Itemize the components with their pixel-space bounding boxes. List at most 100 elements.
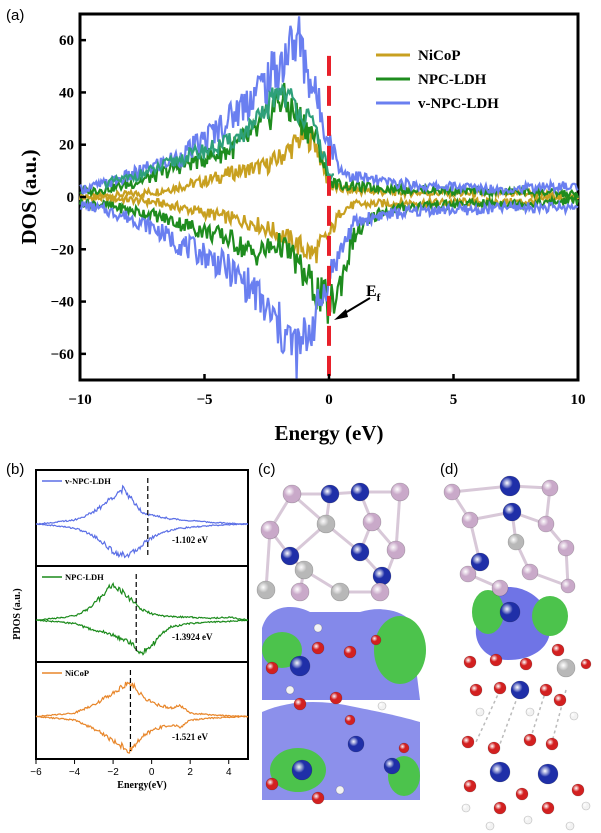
atom-red-d [469,683,483,697]
atom-blue-c [350,482,370,502]
atom-blue-c-low [291,759,313,781]
atom-red-c-low [293,697,307,711]
fermi-label: Ef [366,283,381,304]
atom-blue-d [499,601,521,623]
atom-white-d [461,803,471,813]
atom-red-d [463,655,477,669]
pdos-legend-label: NiCoP [65,668,89,678]
atom-blue-c-low [383,757,401,775]
fermi-arrow-head [334,309,348,320]
atom-blue-d [510,680,530,700]
atom-red-d [519,657,533,671]
fermi-annotation: Ef [334,283,381,320]
atom-pink-d [461,511,479,529]
pdos-x-tick-label: 4 [226,767,232,778]
dos-legend: NiCoP NPC-LDH v-NPC-LDH [376,48,499,112]
pdos-series-v-npc-ldh-down [36,522,249,559]
atom-red-d [493,681,507,695]
isosurface-green-2 [262,632,302,668]
atom-pink-c [290,582,310,602]
atom-red-d [541,801,555,815]
atom-blue-c [280,546,300,566]
atom-gray-d [556,658,576,678]
isosurface-green-d-2 [532,596,568,636]
atom-red-c-low [343,645,357,659]
atom-red-c-low [398,742,410,754]
atom-red-c-low [265,661,279,675]
atom-gray-c [330,582,350,602]
pdos-d-band-center-value: -1.102 eV [172,535,208,545]
legend-label-npc-ldh: NPC-LDH [418,72,487,88]
pdos-legend-label: v-NPC-LDH [65,476,111,486]
atom-red-d [461,735,475,749]
dos-y-tick-label: −40 [50,295,74,311]
pdos-legend-label: NPC-LDH [65,572,104,582]
atom-red-c-low [344,714,356,726]
atom-pink-d [541,479,559,497]
dos-y-tick-label: 60 [59,33,74,49]
pdos-plot-frame [35,469,249,760]
atom-white-d [485,821,495,831]
atom-blue-d [470,552,490,572]
atom-white-d [569,711,579,721]
atom-white-d [523,815,533,825]
dos-x-tick-label: 0 [325,392,333,408]
panel-label-c: (c) [258,461,276,478]
atom-pink-d [557,539,575,557]
atom-pink-d [521,563,539,581]
crystal-structure-c [256,482,410,602]
dos-series-npc-ldh-overlay [103,83,334,190]
pdos-d-band-center-value: -1.521 eV [172,732,208,742]
isosurface-c [262,606,426,805]
atom-red-d [489,653,503,667]
dos-x-tick-label: 5 [450,392,458,408]
atom-white-d [565,821,575,831]
atom-gray-d [507,533,525,551]
atom-red-d [515,787,529,801]
dos-y-tick-label: −20 [50,242,74,258]
pdos-series-npc-ldh-down [35,619,248,656]
pdos-series-nicop-down [35,715,249,754]
pdos-x-axis-title: Energy(eV) [117,780,166,791]
charge-density-structure-c [256,482,426,805]
pdos-series-nicop-up [35,681,248,718]
dos-y-tick-label: 0 [67,190,75,206]
atom-red-c-low [370,634,382,646]
legend-label-v-npc-ldh: v-NPC-LDH [418,96,499,112]
pdos-x-tick-label: −2 [107,767,119,778]
atom-white-d [475,707,485,717]
atom-red-d [571,783,585,797]
atom-red-d [539,683,553,697]
atom-red-c-low [329,691,343,705]
atom-blue-d [499,475,521,497]
pdos-x-tick-label: −6 [30,767,42,778]
pdos-x-tick-label: 2 [187,767,193,778]
panel-label-d: (d) [440,461,458,478]
charge-density-structure-d [443,475,592,831]
dos-y-axis-title: DOS (a.u.) [17,149,41,244]
atom-white-c-low [377,701,387,711]
pdos-x-tick-label: −4 [69,767,81,778]
atom-red-c-low [311,791,325,805]
atom-red-d [551,643,565,657]
atom-pink-c [260,520,280,540]
atom-pink-c [390,482,410,502]
atom-pink-c [362,512,382,532]
dos-chart: −10 −5 0 5 10 −60 −40 −20 0 20 40 60 Energy (eV) DO… [17,12,586,445]
atom-red-c-low [265,777,279,791]
dos-x-tick-label: −10 [68,392,92,408]
atom-white-c-low [285,685,295,695]
atom-blue-c [350,542,370,562]
dos-x-axis-title: Energy (eV) [274,421,383,445]
atom-gray-c [316,514,336,534]
panel-label-a: (a) [6,7,24,24]
atom-white-d [581,801,591,811]
atom-blue-d [537,763,559,785]
pdos-chart: v-NPC-LDH -1.102 eV NPC-LDH -1.3924 eV NiCoP… [12,469,249,791]
atom-pink-d [560,578,576,594]
atom-red-d [463,779,477,793]
panel-label-b: (b) [6,461,24,478]
atom-white-c-low [335,785,345,795]
atom-white-d [525,707,535,717]
